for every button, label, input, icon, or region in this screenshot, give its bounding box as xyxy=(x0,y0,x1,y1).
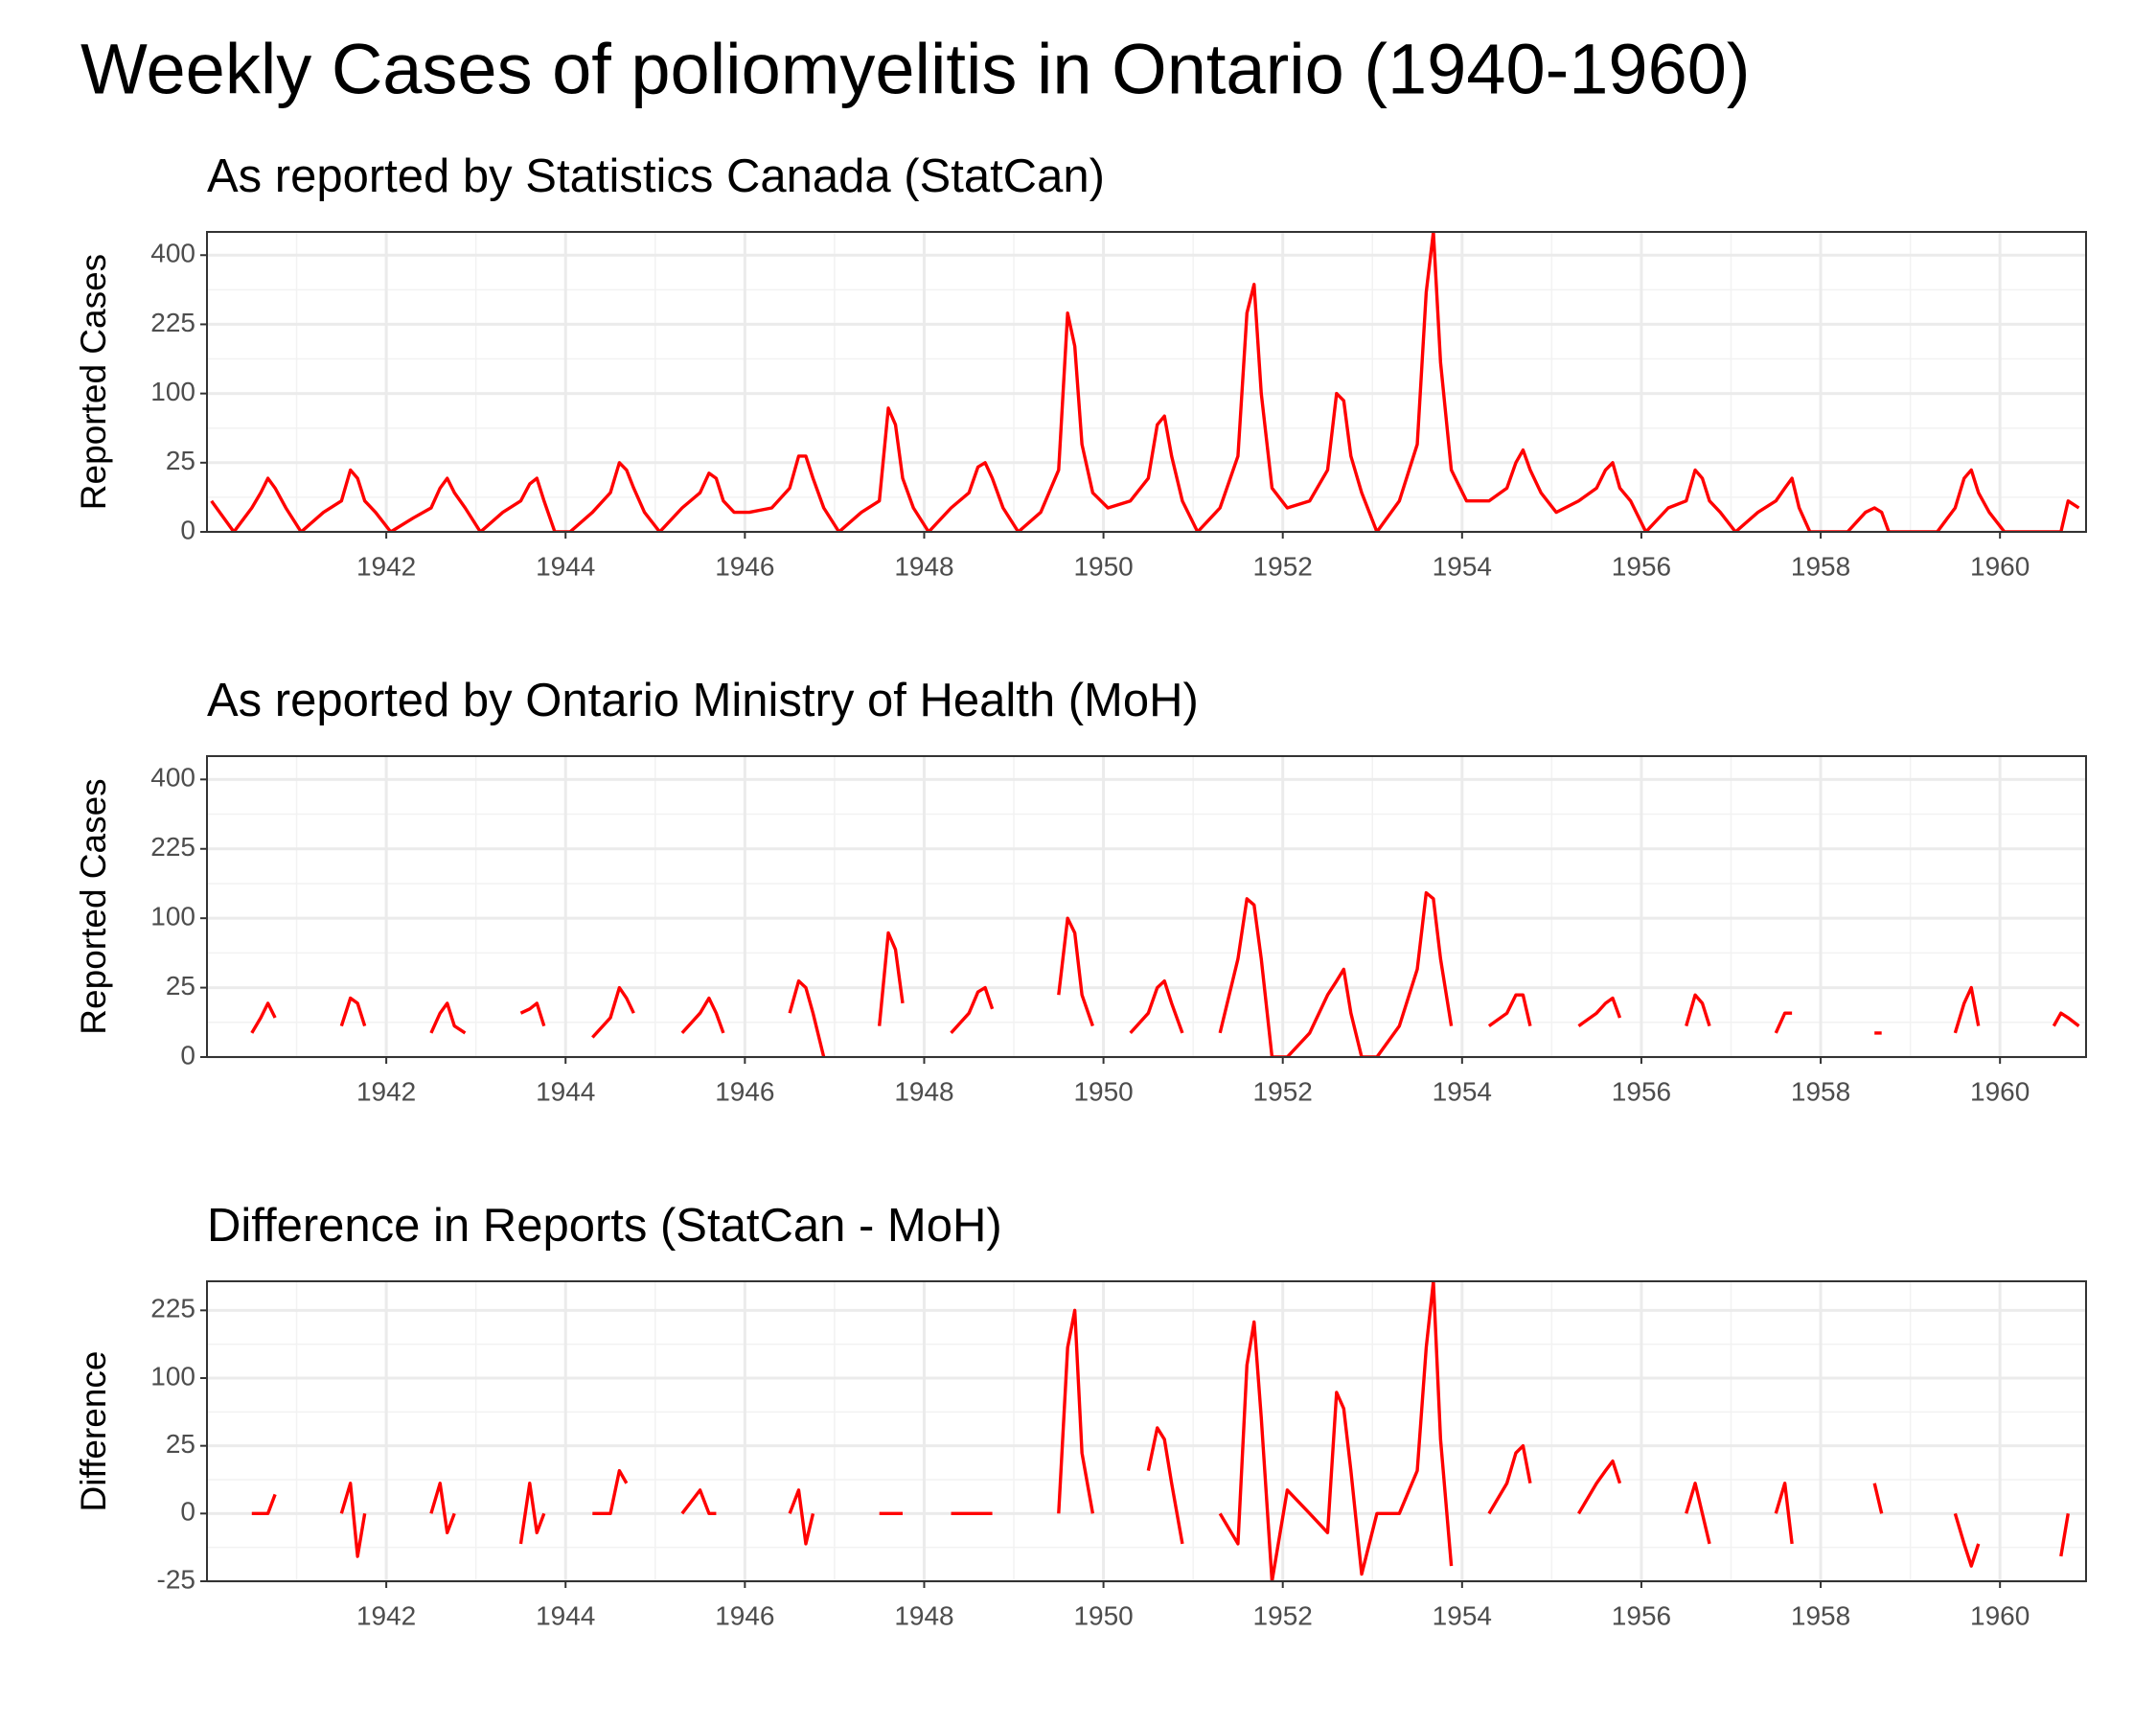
x-tick-label: 1944 xyxy=(536,1600,595,1630)
x-tick-label: 1954 xyxy=(1433,551,1492,581)
x-tick-label: 1944 xyxy=(536,1076,595,1106)
x-tick-label: 1958 xyxy=(1791,551,1850,581)
y-tick-label: 25 xyxy=(166,446,195,475)
x-tick-label: 1956 xyxy=(1612,1076,1671,1106)
x-tick-label: 1958 xyxy=(1791,1076,1850,1106)
series-line xyxy=(210,232,2080,532)
x-tick-label: 1950 xyxy=(1073,551,1133,581)
x-tick-label: 1958 xyxy=(1791,1600,1850,1630)
x-tick-label: 1954 xyxy=(1433,1600,1492,1630)
panel-title: Difference in Reports (StatCan - MoH) xyxy=(207,1200,1002,1252)
y-axis-title: Reported Cases xyxy=(74,254,113,510)
x-tick-label: 1942 xyxy=(356,551,416,581)
y-tick-label: 400 xyxy=(150,239,195,268)
y-tick-label: -25 xyxy=(157,1564,195,1594)
panel-border xyxy=(206,755,2087,1058)
x-tick-label: 1946 xyxy=(715,551,774,581)
x-tick-label: 1942 xyxy=(356,1600,416,1630)
x-tick-label: 1960 xyxy=(1970,1076,2030,1106)
series-line xyxy=(251,1281,2070,1581)
x-tick-label: 1948 xyxy=(894,1076,953,1106)
y-tick-label: 25 xyxy=(166,971,195,1000)
y-tick-label: 0 xyxy=(180,515,195,544)
y-tick-label: 100 xyxy=(150,902,195,932)
x-tick-label: 1956 xyxy=(1612,1600,1671,1630)
x-tick-label: 1948 xyxy=(894,551,953,581)
x-tick-label: 1960 xyxy=(1970,1600,2030,1630)
y-tick-label: 225 xyxy=(150,308,195,337)
y-tick-label: 225 xyxy=(150,832,195,862)
x-tick-label: 1952 xyxy=(1253,1600,1313,1630)
x-tick-label: 1952 xyxy=(1253,1076,1313,1106)
x-tick-label: 1942 xyxy=(356,1076,416,1106)
figure-title: Weekly Cases of poliomyelitis in Ontario… xyxy=(80,30,1751,109)
x-tick-label: 1954 xyxy=(1433,1076,1492,1106)
series-line xyxy=(250,890,2080,1057)
x-tick-label: 1948 xyxy=(894,1600,953,1630)
panel-border xyxy=(206,1280,2087,1582)
x-tick-label: 1950 xyxy=(1073,1076,1133,1106)
panel-title: As reported by Ontario Ministry of Healt… xyxy=(207,675,1199,726)
x-tick-label: 1950 xyxy=(1073,1600,1133,1630)
x-tick-label: 1944 xyxy=(536,551,595,581)
x-tick-label: 1956 xyxy=(1612,551,1671,581)
x-tick-label: 1952 xyxy=(1253,551,1313,581)
panel-title: As reported by Statistics Canada (StatCa… xyxy=(207,150,1105,202)
y-tick-label: 100 xyxy=(150,1361,195,1391)
panel-border xyxy=(206,231,2087,533)
y-axis-title: Reported Cases xyxy=(74,778,113,1034)
x-tick-label: 1946 xyxy=(715,1076,774,1106)
y-tick-label: 400 xyxy=(150,763,195,793)
y-axis-title: Difference xyxy=(74,1351,113,1512)
y-tick-label: 0 xyxy=(180,1040,195,1070)
y-tick-label: 25 xyxy=(166,1429,195,1459)
y-tick-label: 225 xyxy=(150,1294,195,1323)
y-tick-label: 0 xyxy=(180,1497,195,1527)
x-tick-label: 1960 xyxy=(1970,551,2030,581)
x-tick-label: 1946 xyxy=(715,1600,774,1630)
y-tick-label: 100 xyxy=(150,377,195,406)
